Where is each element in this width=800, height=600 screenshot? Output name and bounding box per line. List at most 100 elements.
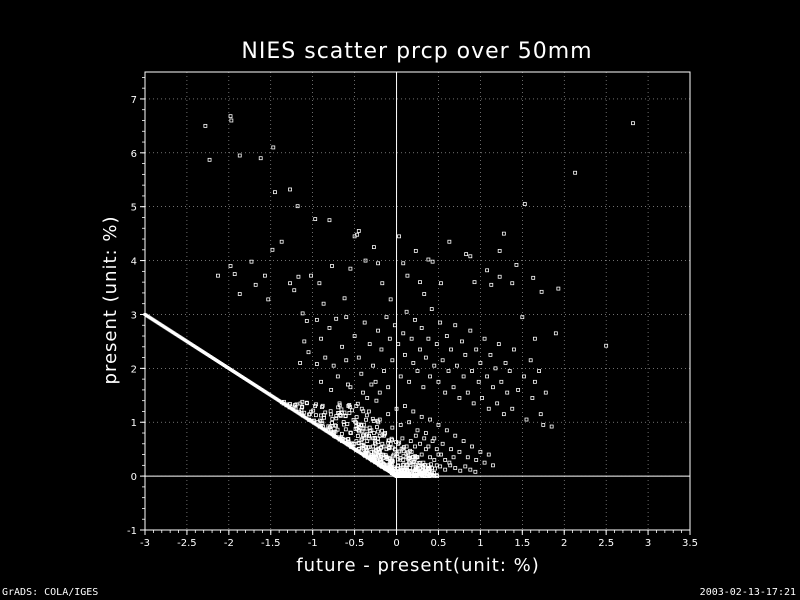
data-point [376,447,380,452]
data-point-core [314,413,318,418]
data-point [507,369,512,373]
data-point [457,396,462,400]
data-point [402,467,406,472]
data-point [390,358,395,363]
data-point [390,468,395,473]
data-point-core [402,474,407,478]
x-tick-label: -2.5 [177,538,197,549]
data-point [405,273,410,278]
x-tick-label: -0.5 [345,538,365,549]
data-point [604,343,609,348]
data-point-core [393,447,398,452]
data-point [396,342,401,347]
data-point [497,248,502,253]
data-point [329,388,334,392]
data-point [380,441,385,446]
data-point [407,420,412,425]
data-point [451,455,456,460]
data-point [408,439,413,443]
data-point [398,374,403,379]
data-point [474,458,479,462]
data-point-core [330,417,335,421]
data-point [501,412,506,417]
data-point [468,254,473,259]
x-tick-label: -2 [224,538,234,549]
data-point-core [361,409,366,414]
data-point [401,331,406,336]
data-point [382,463,386,468]
data-point [309,273,313,278]
data-point [397,234,401,239]
data-point [482,336,487,341]
data-point [376,328,380,333]
data-point [520,315,525,320]
data-point [493,366,498,371]
data-point-core [422,471,427,475]
data-point [473,469,478,474]
data-point [512,347,516,352]
data-point [401,261,406,266]
data-point-core [386,440,391,445]
data-point [400,436,405,441]
data-point [313,217,318,221]
data-point [457,449,462,454]
data-point [455,363,459,368]
data-point [266,297,271,302]
data-point [428,455,432,460]
data-point-core [323,427,328,432]
data-point [417,469,422,474]
data-point [439,281,443,286]
data-point [486,406,491,411]
data-point [432,363,437,368]
data-point [407,460,412,465]
data-point [403,468,407,473]
y-tick-label: 7 [131,95,137,106]
data-point [429,307,434,311]
data-point [440,441,445,446]
data-point [447,239,452,244]
data-point [444,334,449,338]
data-point-core [309,409,314,414]
data-point-core [334,423,338,428]
data-point [463,464,468,469]
data-point [468,467,473,472]
data-point-core [415,462,420,467]
data-point [439,452,443,457]
data-point-core [287,403,292,408]
data-point [429,462,433,467]
data-point [379,347,384,352]
y-axis-label: present (unit: %) [100,216,121,385]
footer-credit: GrADS: COLA/IGES [2,587,99,598]
data-point [530,396,535,400]
data-point [319,336,323,341]
data-point [371,245,376,250]
data-point-core [401,462,406,467]
data-point [314,362,319,366]
data-point [510,281,515,286]
data-point [317,281,322,286]
data-point [421,385,426,390]
data-point-core [394,452,399,456]
data-point [394,406,399,411]
x-tick-label: 2.5 [598,538,614,549]
data-point [426,336,431,341]
x-tick-label: -1 [308,538,318,549]
data-point [403,404,407,408]
data-point [409,449,414,454]
data-point-core [427,474,432,478]
data-point [408,466,412,470]
data-point [423,447,428,452]
data-point [451,385,456,390]
data-point [532,379,537,384]
data-point [348,266,353,271]
data-point-core [307,417,312,422]
x-tick-label: 3.5 [682,538,698,549]
data-point-core [324,428,329,433]
data-point [401,458,406,462]
data-point-core [355,434,360,438]
data-point [387,336,392,341]
data-point [405,469,410,474]
data-point [428,417,432,422]
data-point-core [353,419,358,424]
data-point [270,247,275,252]
